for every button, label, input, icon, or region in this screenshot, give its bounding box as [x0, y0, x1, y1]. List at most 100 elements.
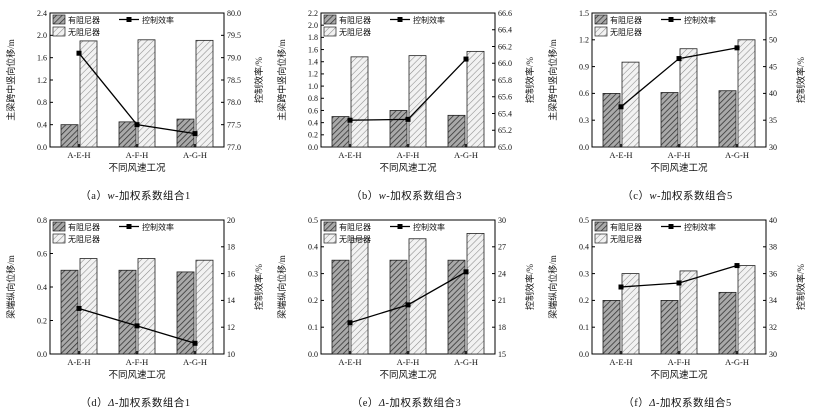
efficiency-marker [192, 131, 197, 137]
bar-without-damper [137, 258, 155, 355]
y-right-tick-label: 18 [498, 323, 506, 332]
efficiency-marker [192, 340, 197, 346]
x-tick-label: A-G-H [182, 150, 206, 160]
bar-without-damper [195, 39, 213, 148]
y-right-tick-label: 30 [769, 350, 777, 359]
bar-with-damper [718, 90, 736, 148]
y-left-tick-label: 1.6 [37, 53, 47, 62]
chart-b: 0.0 0.2 0.4 0.6 0.8 1.0 1.2 1.4 1.6 1.8 2.0 2.2 65.0… [275, 5, 539, 188]
chart-svg-c: 0.0 0.3 0.6 0.9 1.2 1.5 30 35 40 45 50 55 A-E-H A-F-H… [547, 9, 806, 174]
chart-svg-f: 0.0 0.1 0.2 0.3 0.4 0.5 30 32 34 36 38 40 A-E-H A-F-H… [547, 216, 806, 381]
y-right-tick-label: 77.5 [227, 120, 241, 129]
bar-without-damper [79, 258, 97, 355]
y-left-tick-label: 0.9 [579, 62, 589, 71]
y-left-tick-label: 0.8 [308, 94, 318, 103]
y-left-tick-label: 1.2 [579, 36, 589, 45]
y-right-tick-label: 16 [227, 269, 235, 278]
y-left-tick-label: 2.4 [37, 9, 47, 18]
legend-label-without-damper: 无阻尼器 [610, 28, 642, 37]
bar-without-damper [466, 232, 484, 355]
bar-without-damper [79, 40, 97, 148]
chart-a: 0.0 0.4 0.8 1.2 1.6 2.0 2.4 77.0 77.5 78.0 78.5 79.… [4, 5, 268, 188]
y-left-tick-label: 0.3 [579, 269, 589, 278]
caption-c-text: -加权系数组合5 [656, 191, 733, 202]
x-tick-label: A-E-H [338, 150, 361, 160]
legend-swatch-without-damper [52, 26, 65, 37]
y-left-tick-label: 0.2 [579, 296, 589, 305]
y-right-tick-label: 66.4 [498, 26, 512, 35]
chart-svg-d: 0.0 0.2 0.4 0.6 0.8 10 12 14 16 18 20 A-E-H A-F-H A-G… [5, 216, 264, 381]
caption-b-text: -加权系数组合3 [386, 191, 462, 202]
legend-label-efficiency: 控制效率 [684, 222, 716, 232]
efficiency-marker [134, 122, 139, 128]
y-right-axis-title: 控制效率/% [795, 56, 806, 103]
bar-with-damper [660, 300, 678, 355]
legend-label-with-damper: 有阻尼器 [610, 222, 642, 232]
efficiency-marker [347, 320, 352, 326]
x-tick-label: A-F-H [667, 150, 690, 160]
legend-label-efficiency: 控制效率 [142, 15, 174, 25]
y-left-tick-label: 0.6 [308, 106, 318, 115]
y-right-tick-label: 65.4 [498, 109, 512, 118]
caption-d-variable: Δ [108, 398, 115, 409]
x-tick-label: A-G-H [182, 357, 206, 367]
x-axis-title: 不同风速工况 [650, 163, 708, 174]
y-left-tick-label: 2.0 [37, 31, 47, 40]
caption-b-variable: w [378, 191, 387, 202]
y-right-axis-title: 控制效率/% [253, 56, 264, 103]
legend-label-with-damper: 有阻尼器 [68, 15, 100, 25]
caption-d: （d）Δ-加权系数组合1 [80, 395, 190, 410]
y-left-tick-label: 0.5 [579, 216, 589, 225]
y-left-tick-label: 1.6 [308, 45, 318, 54]
y-left-tick-label: 0.6 [579, 89, 589, 98]
x-tick-label: A-F-H [396, 357, 419, 367]
chart-svg-b: 0.0 0.2 0.4 0.6 0.8 1.0 1.2 1.4 1.6 1.8 2.0 2.2 65.0… [276, 9, 535, 174]
y-right-tick-label: 35 [769, 116, 777, 125]
x-tick-label: A-F-H [396, 150, 419, 160]
y-left-tick-label: 0.0 [37, 350, 47, 359]
x-axis-title: 不同风速工况 [379, 370, 437, 381]
y-left-tick-label: 0.4 [37, 283, 47, 292]
legend-swatch-with-damper [594, 14, 607, 25]
chart-svg-e: 0.0 0.1 0.2 0.3 0.4 0.5 15 18 21 24 27 30 A-E-H A-F-H… [276, 216, 535, 381]
y-left-tick-label: 2.2 [308, 9, 318, 18]
bar-with-damper [389, 259, 407, 355]
y-right-tick-label: 20 [227, 216, 235, 225]
caption-f-text: -加权系数组合5 [655, 398, 732, 409]
y-left-tick-label: 0.2 [308, 131, 318, 140]
legend-swatch-with-damper [52, 14, 65, 25]
efficiency-marker [618, 104, 623, 110]
bar-with-damper [602, 300, 620, 355]
y-right-tick-label: 18 [227, 243, 235, 252]
y-left-tick-label: 0.0 [308, 350, 318, 359]
bar-with-damper [60, 269, 78, 355]
legend-swatch-without-damper [594, 233, 607, 244]
y-left-tick-label: 0.8 [37, 98, 47, 107]
caption-f-index: （f） [623, 398, 650, 409]
subplot-b: 0.0 0.2 0.4 0.6 0.8 1.0 1.2 1.4 1.6 1.8 2.0 2.2 65.0… [271, 0, 542, 207]
caption-f: （f）Δ-加权系数组合5 [623, 395, 731, 410]
efficiency-marker [463, 56, 468, 62]
y-right-tick-label: 80.0 [227, 9, 241, 18]
x-tick-label: A-E-H [609, 357, 632, 367]
chart-c: 0.0 0.3 0.6 0.9 1.2 1.5 30 35 40 45 50 55 A-E-H A-F-H… [546, 5, 810, 188]
y-right-tick-label: 66.2 [498, 42, 512, 51]
caption-d-index: （d） [80, 398, 109, 409]
caption-c-variable: w [649, 191, 657, 202]
y-left-tick-label: 1.8 [308, 33, 318, 42]
legend-label-without-damper: 无阻尼器 [339, 28, 371, 37]
y-left-axis-title: 主梁跨中竖向位移/m [5, 39, 16, 121]
x-axis-title: 不同风速工况 [108, 163, 166, 174]
legend-swatch-with-damper [52, 221, 65, 232]
efficiency-marker [76, 305, 81, 311]
bar-with-damper [602, 93, 620, 148]
y-right-tick-label: 40 [769, 89, 777, 98]
chart-d: 0.0 0.2 0.4 0.6 0.8 10 12 14 16 18 20 A-E-H A-F-H A-G… [4, 212, 268, 395]
x-tick-label: A-F-H [125, 150, 148, 160]
x-axis-title: 不同风速工况 [108, 370, 166, 381]
y-right-tick-label: 12 [227, 323, 235, 332]
legend-line-marker [126, 17, 131, 22]
legend-swatch-with-damper [323, 14, 336, 25]
bar-without-damper [350, 238, 368, 355]
